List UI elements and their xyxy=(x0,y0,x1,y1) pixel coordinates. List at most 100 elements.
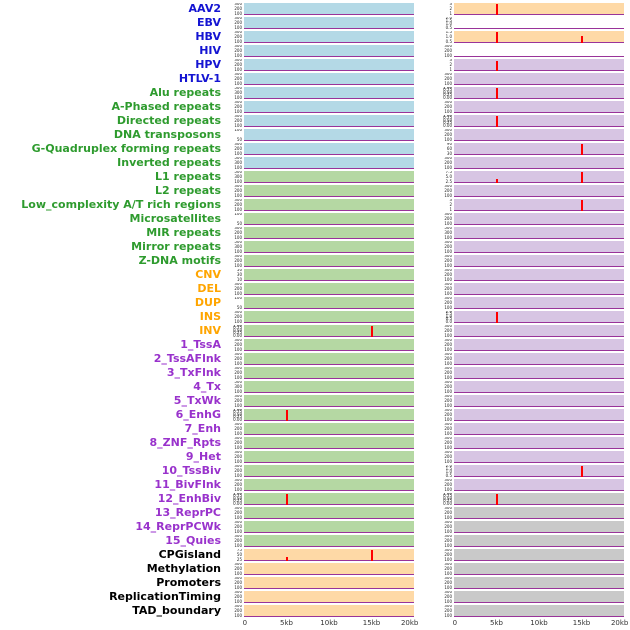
track-panel-left xyxy=(244,199,414,211)
signal-baseline xyxy=(454,518,624,519)
x-tick-label: 20kb xyxy=(400,619,419,627)
track-panel-right xyxy=(454,549,624,561)
y-tick-label: 0.50 xyxy=(443,117,452,123)
y-tick-label: 0.5 xyxy=(445,472,452,477)
x-tick-label: 5kb xyxy=(490,619,503,627)
track-panel-left xyxy=(244,73,414,85)
track-panel-right xyxy=(454,269,624,281)
y-axis-ticks-right: 300 200 100 xyxy=(414,549,454,561)
row-label: DNA transposons xyxy=(113,128,221,141)
y-tick-label: 10 xyxy=(236,276,242,281)
signal-baseline xyxy=(454,252,624,253)
track-row: 3_TxFlnk 300 200 100 300 200 100 xyxy=(0,366,630,380)
y-tick-label: 0.75 xyxy=(443,493,452,499)
y-tick-label: 0.75 xyxy=(443,87,452,93)
y-tick-label: 100 xyxy=(234,360,242,365)
track-panel-left xyxy=(244,325,414,337)
signal-baseline xyxy=(454,14,624,15)
signal-baseline xyxy=(244,14,414,15)
track-row: HPV 300 200 100 3 2 1 xyxy=(0,58,630,72)
signal-baseline xyxy=(244,490,414,491)
y-tick-label: 200 xyxy=(444,607,452,613)
y-tick-label: 300 xyxy=(444,535,452,538)
y-axis-ticks-right: 1.00 0.75 0.50 0.25 0.00 xyxy=(414,115,454,127)
track-row: TAD_boundary 300 200 100 300 200 100 xyxy=(0,604,630,618)
signal-baseline xyxy=(454,336,624,337)
row-label: CPGisland xyxy=(158,548,221,561)
y-tick-label: 100 xyxy=(444,542,452,547)
y-tick-label: 200 xyxy=(234,257,242,263)
y-tick-label: 300 xyxy=(234,73,242,76)
signal-baseline xyxy=(244,532,414,533)
y-tick-label: 300 xyxy=(444,381,452,384)
y-tick-label: 300 xyxy=(234,437,242,440)
y-axis-ticks-left: 300 200 100 xyxy=(224,451,244,463)
track-panel-left xyxy=(244,591,414,603)
y-tick-label: 200 xyxy=(234,425,242,431)
track-panel-left xyxy=(244,255,414,267)
y-tick-label: 100 xyxy=(234,486,242,491)
y-tick-label: 100 xyxy=(234,444,242,449)
y-tick-label: 100 xyxy=(444,262,452,267)
row-label: Mirror repeats xyxy=(131,240,221,253)
y-tick-label: 0.25 xyxy=(233,330,242,336)
y-tick-label: 200 xyxy=(234,19,242,25)
y-tick-label: 300 xyxy=(234,563,242,566)
y-axis-ticks-right: 300 200 100 xyxy=(414,325,454,337)
y-tick-label: 3 xyxy=(449,59,452,62)
track-panel-left xyxy=(244,31,414,43)
y-tick-label: 0.00 xyxy=(443,500,452,505)
y-tick-label: 300 xyxy=(234,199,242,202)
x-axis-spacer-middle xyxy=(414,618,454,630)
y-tick-label: 300 xyxy=(234,383,242,389)
track-panel-left xyxy=(244,465,414,477)
signal-baseline xyxy=(454,70,624,71)
signal-baseline xyxy=(454,140,624,141)
y-tick-label: 100 xyxy=(234,528,242,533)
y-axis-ticks-right: 300 200 100 xyxy=(414,535,454,547)
signal-baseline xyxy=(244,42,414,43)
track-row: INV 1.00 0.75 0.50 0.25 0.00 300 200 100 xyxy=(0,324,630,338)
x-tick-label: 20kb xyxy=(610,619,629,627)
y-tick-label: 300 xyxy=(234,395,242,398)
y-tick-label: 50 xyxy=(236,269,242,272)
row-label: L2 repeats xyxy=(155,184,221,197)
y-tick-label: 2 xyxy=(449,5,452,11)
x-axis-left: 0 5kb 10kb 15kb 20kb xyxy=(243,618,419,630)
track-panel-right xyxy=(454,213,624,225)
track-row: 11_BivFlnk 300 200 100 300 200 100 xyxy=(0,478,630,492)
y-tick-label: 25 xyxy=(236,556,242,561)
y-axis-ticks-left: 300 200 100 xyxy=(224,311,244,323)
y-tick-label: 1.00 xyxy=(443,115,452,118)
y-tick-label: 200 xyxy=(444,131,452,137)
y-axis-ticks-left: 300 200 100 xyxy=(224,423,244,435)
y-axis-ticks-right: 1.00 0.75 0.50 0.25 0.00 xyxy=(414,87,454,99)
y-tick-label: 1.5 xyxy=(445,466,452,472)
y-tick-label: 300 xyxy=(444,73,452,76)
y-tick-label: 100 xyxy=(444,514,452,519)
y-tick-label: 200 xyxy=(444,271,452,277)
signal-spike xyxy=(580,143,583,155)
signal-baseline xyxy=(244,308,414,309)
track-panel-right xyxy=(454,381,624,393)
signal-baseline xyxy=(454,490,624,491)
y-tick-label: 200 xyxy=(444,551,452,557)
track-row: DNA transposons 100 50 300 200 100 xyxy=(0,128,630,142)
track-panel-right xyxy=(454,395,624,407)
track-row: DEL 300 200 100 300 200 100 xyxy=(0,282,630,296)
track-panel-left xyxy=(244,3,414,15)
row-label: Directed repeats xyxy=(116,114,221,127)
y-axis-ticks-right: 300 200 100 xyxy=(414,409,454,421)
y-tick-label: 300 xyxy=(444,367,452,370)
y-axis-ticks-right: 1.5 1.0 0.5 xyxy=(414,31,454,43)
track-panel-left xyxy=(244,409,414,421)
y-tick-label: 300 xyxy=(234,521,242,524)
y-tick-label: 1.5 xyxy=(445,311,452,317)
y-tick-label: 500 xyxy=(444,227,452,230)
y-axis-ticks-left: 300 200 100 xyxy=(224,507,244,519)
track-row: 12_EnhBiv 1.00 0.75 0.50 0.25 0.00 1.00 0.75 0.5… xyxy=(0,492,630,506)
track-panel-left xyxy=(244,367,414,379)
y-axis-ticks-left: 100 50 xyxy=(224,129,244,141)
y-tick-label: 50 xyxy=(236,136,242,141)
signal-baseline xyxy=(454,532,624,533)
